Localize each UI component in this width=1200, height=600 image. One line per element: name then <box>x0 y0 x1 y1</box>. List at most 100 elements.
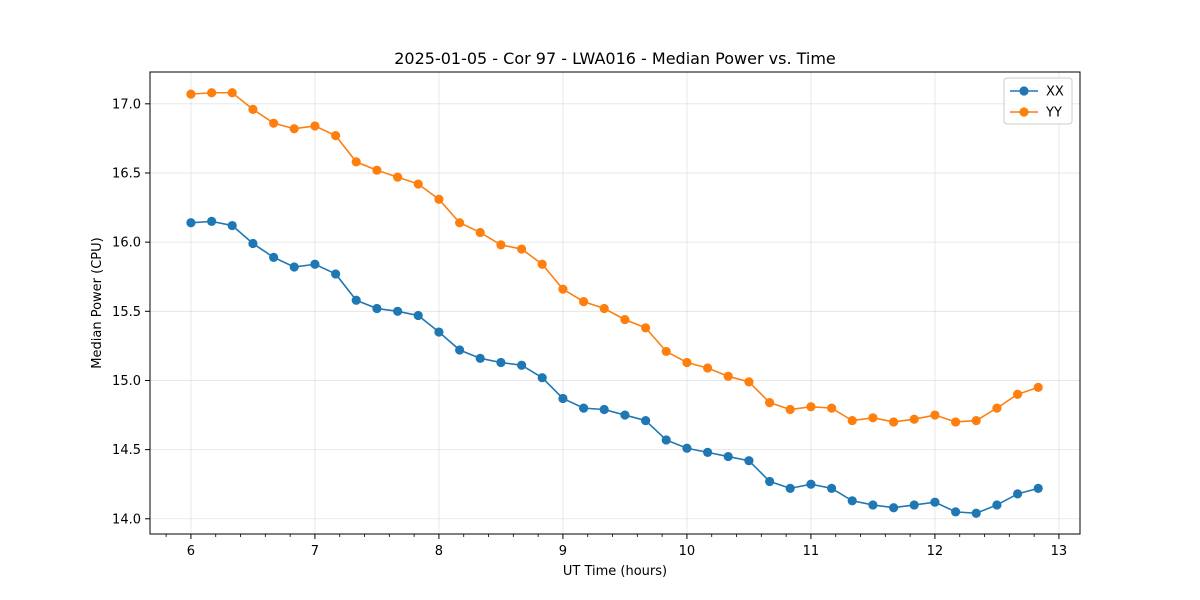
legend-marker <box>1019 107 1029 117</box>
x-tick-label: 13 <box>1051 544 1068 559</box>
data-point-yy <box>661 346 671 357</box>
x-tick-label: 10 <box>679 544 696 559</box>
data-point-yy <box>227 88 237 98</box>
data-point-xx <box>434 327 444 337</box>
data-point-yy <box>1033 382 1043 392</box>
data-point-yy <box>930 410 940 420</box>
data-point-xx <box>744 456 754 466</box>
plot-frame <box>149 71 1081 535</box>
series-layer <box>186 88 1043 518</box>
data-point-yy <box>868 413 878 423</box>
data-point-xx <box>1033 483 1043 493</box>
data-point-xx <box>827 483 837 493</box>
data-point-xx <box>847 496 857 506</box>
y-tick-label: 15.5 <box>112 305 141 320</box>
data-point-yy <box>703 363 713 373</box>
series-yy <box>186 88 1043 427</box>
x-tick-label: 9 <box>559 544 567 559</box>
legend-label: YY <box>1045 106 1062 121</box>
data-point-yy <box>827 403 837 413</box>
data-point-xx <box>207 216 217 226</box>
data-point-xx <box>269 252 279 262</box>
data-point-yy <box>517 244 527 254</box>
chart-title: 2025-01-05 - Cor 97 - LWA016 - Median Po… <box>394 49 836 68</box>
data-point-yy <box>372 165 382 175</box>
data-point-yy <box>641 323 651 333</box>
data-point-xx <box>661 435 671 445</box>
x-tick-label: 12 <box>927 544 944 559</box>
data-point-xx <box>496 357 506 368</box>
data-point-xx <box>1013 489 1023 499</box>
data-point-yy <box>496 240 506 250</box>
data-point-xx <box>351 295 361 305</box>
legend-marker <box>1019 86 1029 96</box>
data-point-yy <box>971 415 981 426</box>
data-point-yy <box>909 414 919 424</box>
data-point-yy <box>186 89 196 99</box>
data-point-yy <box>806 402 816 412</box>
x-tick-label: 6 <box>187 544 195 559</box>
data-point-xx <box>951 507 961 517</box>
data-point-xx <box>599 404 609 415</box>
data-point-yy <box>207 88 217 98</box>
y-tick-label: 16.0 <box>112 236 141 251</box>
data-point-xx <box>393 306 403 316</box>
data-point-yy <box>889 417 899 427</box>
x-tick-label: 8 <box>435 544 443 559</box>
data-point-yy <box>723 371 733 381</box>
data-point-yy <box>785 404 795 415</box>
data-point-xx <box>703 447 713 457</box>
y-tick-label: 14.5 <box>112 443 141 458</box>
data-point-xx <box>971 508 981 518</box>
data-point-yy <box>331 131 341 141</box>
data-point-xx <box>227 220 237 231</box>
y-tick-label: 17.0 <box>112 97 141 112</box>
x-axis-title: UT Time (hours) <box>563 564 667 579</box>
data-point-yy <box>682 357 692 368</box>
data-point-xx <box>310 259 320 269</box>
data-point-yy <box>579 297 589 307</box>
data-point-yy <box>475 227 485 238</box>
data-point-xx <box>723 451 733 462</box>
data-point-yy <box>744 377 754 387</box>
data-point-xx <box>248 238 258 249</box>
data-point-xx <box>909 500 919 510</box>
legend-entry-xx: XX <box>1010 85 1064 100</box>
data-point-xx <box>992 500 1002 510</box>
data-point-yy <box>537 259 547 269</box>
y-tick-label: 15.0 <box>112 374 141 389</box>
data-point-xx <box>868 500 878 510</box>
data-point-xx <box>372 303 382 314</box>
data-point-yy <box>351 157 361 167</box>
data-point-yy <box>847 415 857 426</box>
data-point-yy <box>289 124 299 134</box>
data-point-yy <box>393 172 403 182</box>
data-point-xx <box>558 393 568 404</box>
data-point-yy <box>620 314 630 325</box>
grid <box>150 72 1080 534</box>
data-point-yy <box>269 118 279 128</box>
legend: XX YY <box>1003 77 1073 125</box>
data-point-xx <box>806 479 816 489</box>
data-point-xx <box>289 262 299 272</box>
legend-label: XX <box>1046 85 1064 100</box>
data-point-xx <box>455 345 465 355</box>
data-point-yy <box>1013 389 1023 399</box>
y-tick-label: 16.5 <box>112 166 141 181</box>
data-point-yy <box>599 303 609 314</box>
data-point-yy <box>248 104 258 114</box>
data-point-xx <box>331 269 341 279</box>
data-point-yy <box>765 397 775 408</box>
data-point-yy <box>310 121 320 131</box>
data-point-xx <box>579 403 589 413</box>
data-point-yy <box>992 403 1002 413</box>
axes: 6 7 8 9 10 11 12 13 14.0 14.5 15.0 15.5 16.0 16.5 17.0 <box>112 97 1067 559</box>
data-point-xx <box>889 503 899 513</box>
data-point-yy <box>434 194 444 204</box>
data-point-yy <box>558 284 568 294</box>
x-tick-label: 7 <box>311 544 319 559</box>
data-point-yy <box>413 179 423 189</box>
